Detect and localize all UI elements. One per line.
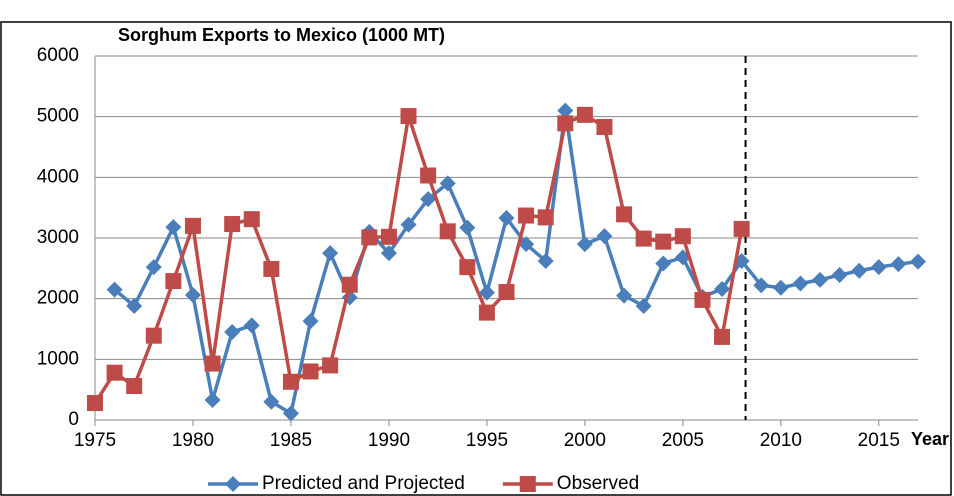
- marker: [282, 405, 299, 422]
- marker: [380, 228, 397, 245]
- marker: [87, 395, 103, 412]
- x-tick-label: 1995: [466, 430, 508, 451]
- marker: [498, 209, 515, 226]
- chart-title: Sorghum Exports to Mexico (1000 MT): [118, 25, 445, 45]
- marker: [812, 271, 829, 288]
- x-tick-label: 1980: [172, 430, 214, 451]
- y-tick-label: 0: [68, 409, 79, 430]
- marker: [341, 276, 358, 293]
- marker: [772, 279, 789, 296]
- x-tick-label: 2000: [564, 430, 606, 451]
- y-tick-label: 1000: [37, 348, 79, 369]
- marker: [831, 267, 848, 284]
- marker: [126, 297, 143, 314]
- marker: [224, 324, 241, 341]
- marker: [635, 297, 652, 314]
- marker: [184, 217, 201, 234]
- marker: [753, 277, 770, 294]
- marker: [420, 167, 437, 184]
- marker: [851, 262, 868, 279]
- marker: [165, 219, 182, 236]
- y-tick-label: 4000: [37, 166, 79, 187]
- marker: [537, 253, 554, 270]
- marker: [126, 378, 143, 395]
- marker: [478, 304, 495, 321]
- marker: [420, 191, 437, 208]
- marker: [302, 313, 319, 330]
- marker: [596, 228, 613, 245]
- marker: [243, 317, 260, 334]
- marker: [674, 228, 691, 245]
- x-tick-label: 1975: [74, 430, 116, 451]
- x-tick-label: 2015: [858, 430, 900, 451]
- marker: [519, 476, 536, 492]
- legend-entry: Observed: [502, 473, 639, 494]
- x-tick-label: 1990: [368, 430, 410, 451]
- marker: [106, 364, 123, 381]
- marker: [557, 102, 574, 119]
- marker: [870, 259, 887, 276]
- legend-entry: Predicted and Projected: [208, 473, 465, 494]
- marker: [518, 207, 535, 224]
- x-tick-label: 2010: [760, 430, 802, 451]
- marker: [263, 393, 280, 410]
- y-tick-label: 5000: [37, 106, 79, 127]
- marker: [694, 291, 711, 308]
- marker: [400, 108, 417, 125]
- marker: [439, 175, 456, 192]
- legend-label: Predicted and Projected: [262, 473, 465, 494]
- marker: [459, 259, 476, 276]
- marker: [361, 229, 378, 246]
- marker: [322, 245, 339, 262]
- marker: [576, 236, 593, 253]
- marker: [733, 220, 750, 237]
- x-tick-label: 2005: [662, 430, 704, 451]
- marker: [478, 284, 495, 301]
- marker: [282, 373, 299, 390]
- marker: [400, 216, 417, 233]
- marker: [616, 287, 633, 304]
- marker: [635, 230, 652, 247]
- marker: [145, 327, 162, 344]
- marker: [380, 245, 397, 262]
- x-tick-label: 1985: [270, 430, 312, 451]
- marker: [890, 256, 907, 273]
- marker: [557, 115, 574, 132]
- series: [87, 106, 750, 412]
- marker: [184, 287, 201, 304]
- marker: [145, 259, 162, 276]
- marker: [322, 357, 339, 374]
- marker: [616, 206, 633, 223]
- marker: [655, 233, 672, 250]
- marker: [106, 281, 123, 298]
- marker: [439, 223, 456, 240]
- marker: [459, 219, 476, 236]
- series-line: [93, 113, 744, 404]
- marker: [655, 255, 672, 272]
- x-axis-label: Year: [911, 429, 949, 449]
- marker: [910, 253, 926, 270]
- y-tick-label: 6000: [37, 45, 79, 66]
- marker: [225, 476, 241, 492]
- marker: [204, 355, 221, 372]
- marker: [263, 260, 280, 277]
- marker: [224, 216, 241, 233]
- marker: [714, 328, 731, 345]
- marker: [537, 209, 554, 226]
- marker: [204, 391, 221, 408]
- marker: [518, 236, 535, 253]
- marker: [302, 363, 319, 380]
- legend-label: Observed: [557, 473, 639, 494]
- y-tick-label: 3000: [37, 227, 79, 248]
- marker: [792, 275, 809, 292]
- marker: [714, 280, 731, 297]
- marker: [596, 118, 613, 135]
- marker: [576, 106, 593, 123]
- marker: [165, 273, 182, 290]
- marker: [498, 283, 515, 300]
- y-tick-label: 2000: [37, 288, 79, 309]
- marker: [243, 211, 260, 228]
